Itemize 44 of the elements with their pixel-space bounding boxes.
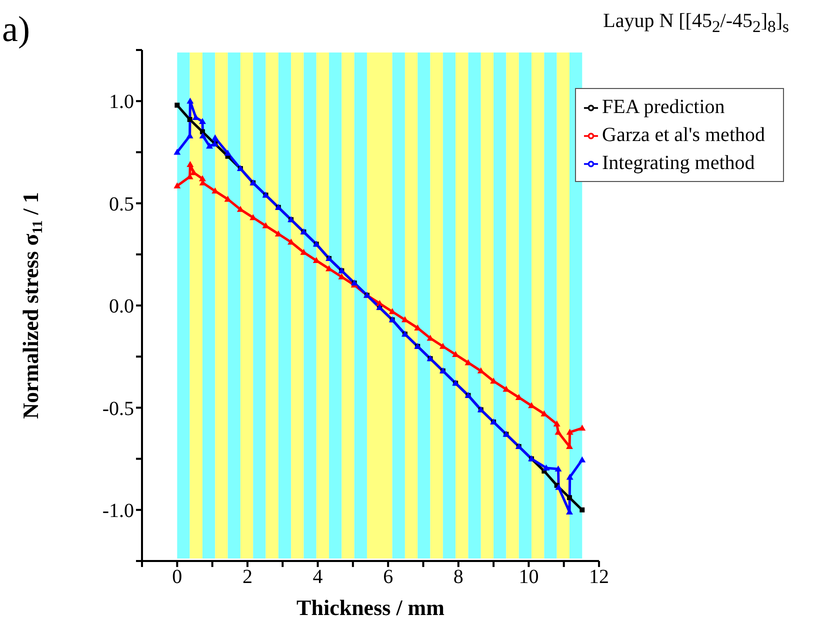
point	[566, 495, 572, 500]
x-axis-title: Thickness / mm	[296, 595, 444, 620]
point	[553, 420, 560, 427]
y-tick-label: 0.0	[109, 296, 134, 318]
x-tick-label: 4	[312, 566, 323, 588]
y-tick-label: -1.0	[102, 500, 134, 522]
legend-label: Garza et al's method	[602, 124, 765, 146]
legend-label: Integrating method	[602, 152, 755, 174]
point	[199, 132, 206, 138]
point	[186, 98, 194, 104]
x-tick-label: 12	[589, 566, 610, 588]
y-tick-label: 1.0	[109, 91, 134, 114]
point	[477, 367, 484, 374]
x-tick-label: 2	[242, 566, 252, 588]
point	[174, 182, 181, 188]
point	[224, 196, 232, 202]
point	[580, 507, 585, 512]
point	[186, 160, 194, 167]
point	[542, 464, 550, 470]
point	[578, 456, 586, 462]
x-tick-label: 8	[453, 566, 464, 588]
point	[566, 474, 574, 480]
y-tick-label: -0.5	[102, 398, 134, 420]
point	[554, 466, 562, 472]
point	[174, 148, 181, 155]
point	[555, 484, 562, 490]
point	[187, 116, 192, 122]
text: a)	[2, 8, 30, 50]
x-tick-label: 6	[383, 566, 394, 588]
x-tick-label: 0	[172, 566, 182, 588]
point	[212, 134, 219, 140]
point	[224, 150, 232, 156]
point	[414, 324, 422, 330]
text: Layup N [[45$_{2}$/-45$_{2}$]$_{8}$]$_{s}$	[603, 10, 789, 37]
legend-label: FEA prediction	[602, 96, 725, 118]
point	[578, 424, 586, 431]
point	[312, 257, 320, 264]
point	[401, 316, 408, 322]
point	[198, 118, 206, 124]
y-tick-label: 0.5	[109, 193, 134, 216]
point	[174, 102, 180, 108]
x-tick-label: 10	[518, 566, 539, 588]
point	[566, 428, 574, 435]
point	[206, 142, 213, 149]
